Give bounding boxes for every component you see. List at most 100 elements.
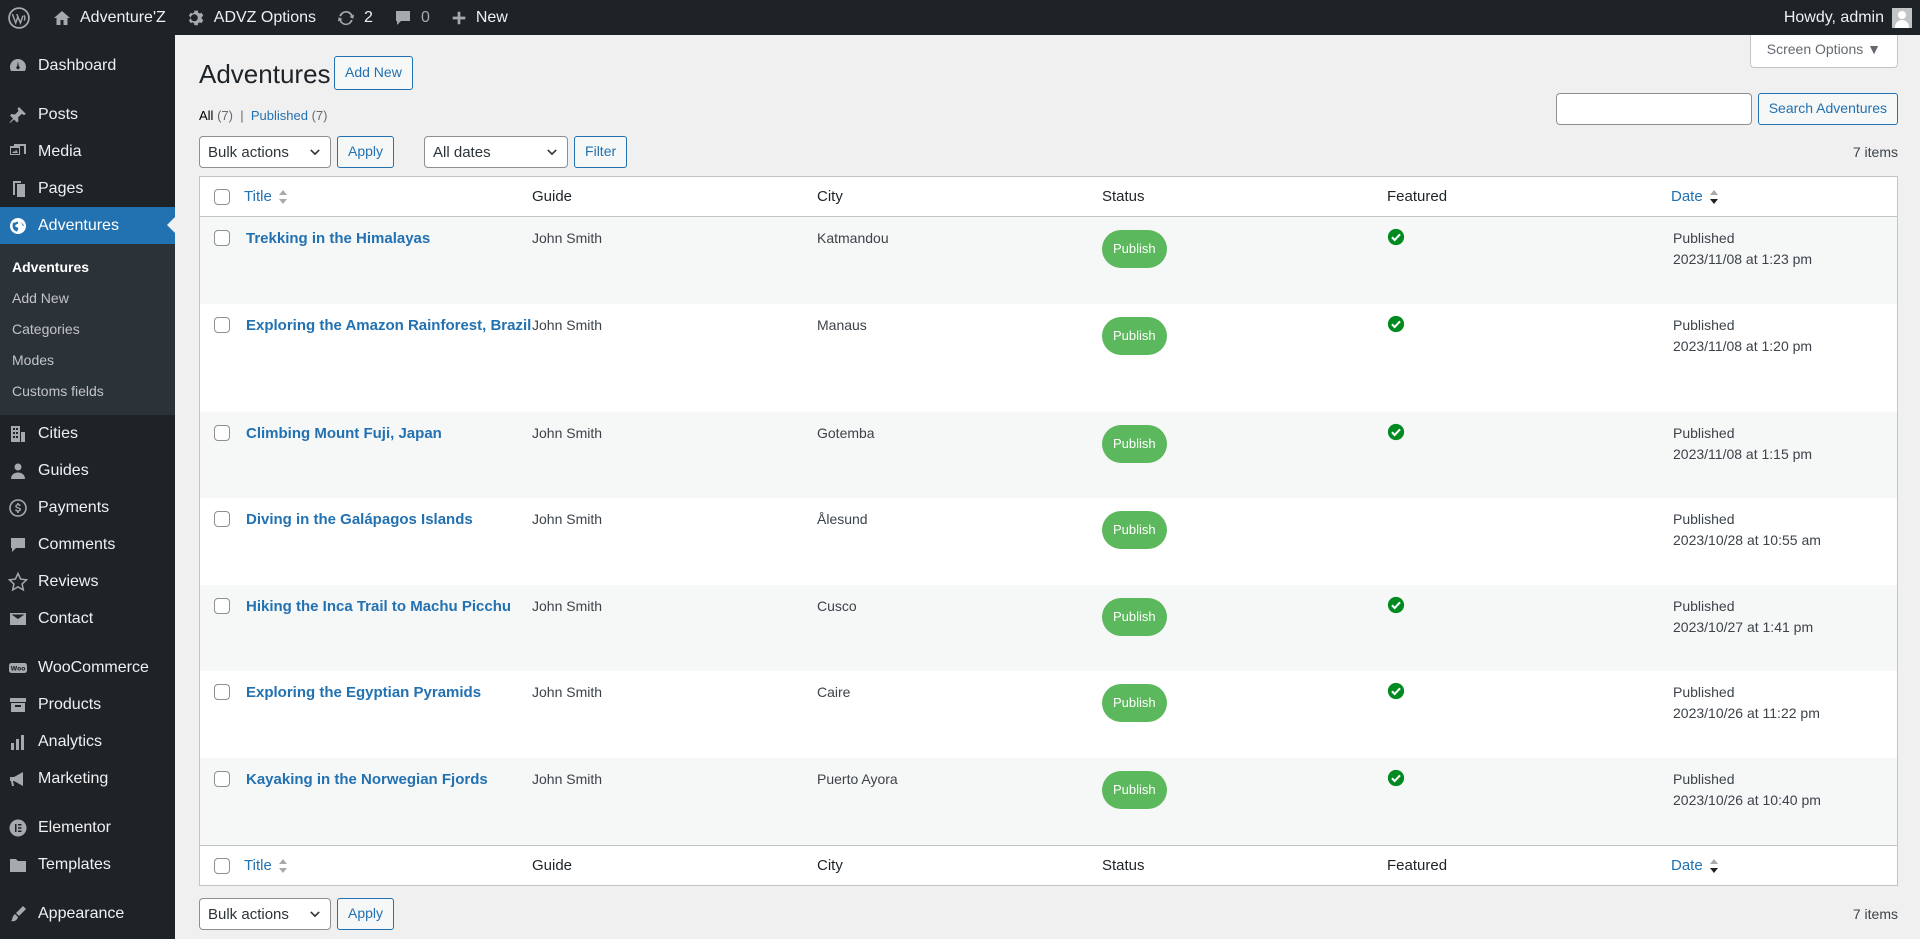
status-badge: Publish — [1102, 598, 1167, 636]
sidebar-item-adventures[interactable]: Adventures — [0, 207, 175, 244]
brush-icon — [8, 904, 28, 924]
status-badge: Publish — [1102, 771, 1167, 809]
bulk-actions-select[interactable]: Bulk actions — [199, 136, 331, 168]
row-title-link[interactable]: Exploring the Amazon Rainforest, Brazil — [246, 317, 532, 334]
elementor-icon — [8, 818, 28, 838]
sidebar-item-label: Contact — [38, 609, 94, 627]
row-checkbox[interactable] — [214, 684, 230, 700]
my-account-link[interactable]: Howdy, admin — [1774, 0, 1920, 35]
table-row: Trekking in the Himalayas John Smith Katma… — [200, 217, 1897, 304]
row-checkbox[interactable] — [214, 511, 230, 527]
submenu-item-categories[interactable]: Categories — [12, 321, 80, 337]
featured-check-icon — [1387, 596, 1405, 614]
column-status: Status — [1102, 188, 1145, 205]
column-title-label: Title — [244, 857, 272, 874]
sidebar-item-media[interactable]: Media — [0, 133, 175, 170]
row-checkbox[interactable] — [214, 317, 230, 333]
row-guide: John Smith — [532, 511, 603, 527]
row-title-link[interactable]: Climbing Mount Fuji, Japan — [246, 425, 442, 442]
comments-link[interactable]: 0 — [383, 0, 440, 35]
sidebar-item-reviews[interactable]: Reviews — [0, 563, 175, 600]
submenu-item-add-new[interactable]: Add New — [12, 290, 69, 306]
column-title-label: Title — [244, 188, 272, 205]
row-checkbox[interactable] — [214, 425, 230, 441]
sidebar-item-pages[interactable]: Pages — [0, 170, 175, 207]
apply-button[interactable]: Apply — [337, 136, 395, 168]
sidebar-item-label: WooCommerce — [38, 658, 149, 676]
add-new-button[interactable]: Add New — [334, 56, 413, 90]
new-content-link[interactable]: New — [440, 0, 518, 35]
sidebar-item-contact[interactable]: Contact — [0, 600, 175, 637]
advz-options-link[interactable]: ADVZ Options — [176, 0, 326, 35]
row-date: 2023/10/26 at 10:40 pm — [1673, 792, 1821, 808]
row-guide: John Smith — [532, 425, 603, 441]
sidebar-item-cities[interactable]: Cities — [0, 415, 175, 452]
sort-by-title-footer[interactable]: Title — [244, 857, 532, 874]
featured-cell — [1387, 315, 1671, 338]
sidebar-item-guides[interactable]: Guides — [0, 452, 175, 489]
row-city: Katmandou — [817, 230, 889, 246]
sidebar-item-woocommerce[interactable]: Woo WooCommerce — [0, 649, 175, 686]
row-date-status: Published — [1673, 511, 1735, 527]
screen-options-label: Screen Options — [1766, 41, 1864, 57]
submenu-item-customs-fields[interactable]: Customs fields — [12, 383, 104, 399]
sidebar-item-products[interactable]: Products — [0, 686, 175, 723]
tablenav-top: Bulk actions Apply All dates Filter — [199, 136, 628, 168]
row-title-link[interactable]: Diving in the Galápagos Islands — [246, 511, 473, 528]
sort-by-date[interactable]: Date — [1671, 188, 1897, 205]
row-title-link[interactable]: Trekking in the Himalayas — [246, 230, 431, 247]
column-guide-footer: Guide — [532, 857, 573, 874]
greeting: Howdy, admin — [1783, 8, 1884, 26]
row-checkbox[interactable] — [214, 598, 230, 614]
folder-icon — [8, 855, 28, 875]
sidebar-item-comments[interactable]: Comments — [0, 526, 175, 563]
column-city-footer: City — [817, 857, 843, 874]
sidebar-item-analytics[interactable]: Analytics — [0, 723, 175, 760]
row-checkbox[interactable] — [214, 771, 230, 787]
submenu-item-modes[interactable]: Modes — [12, 352, 55, 368]
row-title-link[interactable]: Hiking the Inca Trail to Machu Picchu — [246, 598, 512, 615]
filter-published-link[interactable]: Published — [250, 108, 308, 123]
sort-desc-icon — [1709, 858, 1718, 873]
wordpress-logo-icon[interactable] — [0, 0, 42, 35]
sidebar-item-elementor[interactable]: Elementor — [0, 809, 175, 846]
sidebar-item-marketing[interactable]: Marketing — [0, 760, 175, 797]
items-count-top: 7 items — [1852, 144, 1898, 160]
filter-all-link[interactable]: All — [199, 108, 214, 123]
sidebar-item-dashboard[interactable]: Dashboard — [0, 47, 175, 84]
sidebar-item-templates[interactable]: Templates — [0, 846, 175, 883]
sort-by-date-footer[interactable]: Date — [1671, 857, 1897, 874]
select-all-checkbox[interactable] — [214, 188, 230, 205]
submenu-item-adventures[interactable]: Adventures — [12, 259, 90, 275]
sidebar-item-posts[interactable]: Posts — [0, 96, 175, 133]
column-city: City — [817, 188, 843, 205]
featured-cell — [1387, 596, 1671, 619]
apply-button-bottom[interactable]: Apply — [337, 898, 395, 930]
row-date: 2023/11/08 at 1:20 pm — [1673, 338, 1813, 354]
sort-by-title[interactable]: Title — [244, 188, 532, 205]
bulk-actions-select-bottom[interactable]: Bulk actions — [199, 898, 331, 930]
date-filter-select[interactable]: All dates — [424, 136, 569, 168]
status-filters: All (7) | Published (7) — [199, 108, 327, 123]
sidebar-item-label: Adventures — [38, 216, 119, 234]
sidebar-item-payments[interactable]: Payments — [0, 489, 175, 526]
main-content: Screen Options ▼ Adventures Add New All … — [175, 35, 1920, 939]
page-title: Adventures — [199, 59, 331, 89]
column-date-label: Date — [1671, 857, 1703, 874]
sidebar-item-appearance[interactable]: Appearance — [0, 895, 175, 932]
caret-down-icon: ▼ — [1867, 41, 1881, 57]
search-adventures-button[interactable]: Search Adventures — [1757, 93, 1898, 125]
row-checkbox[interactable] — [214, 230, 230, 246]
select-all-checkbox-footer[interactable] — [214, 857, 230, 874]
screen-options-toggle[interactable]: Screen Options ▼ — [1749, 35, 1898, 68]
search-input[interactable] — [1555, 93, 1752, 125]
updates-link[interactable]: 2 — [326, 0, 383, 35]
site-name-link[interactable]: Adventure'Z — [42, 0, 176, 35]
filter-button[interactable]: Filter — [574, 136, 628, 168]
comment-icon — [395, 10, 410, 25]
woo-icon: Woo — [8, 658, 28, 678]
email-icon — [8, 609, 28, 629]
adventures-table: Title Guide City Status Featured Date Tr… — [199, 176, 1898, 886]
row-title-link[interactable]: Exploring the Egyptian Pyramids — [246, 684, 482, 701]
row-title-link[interactable]: Kayaking in the Norwegian Fjords — [246, 771, 488, 788]
